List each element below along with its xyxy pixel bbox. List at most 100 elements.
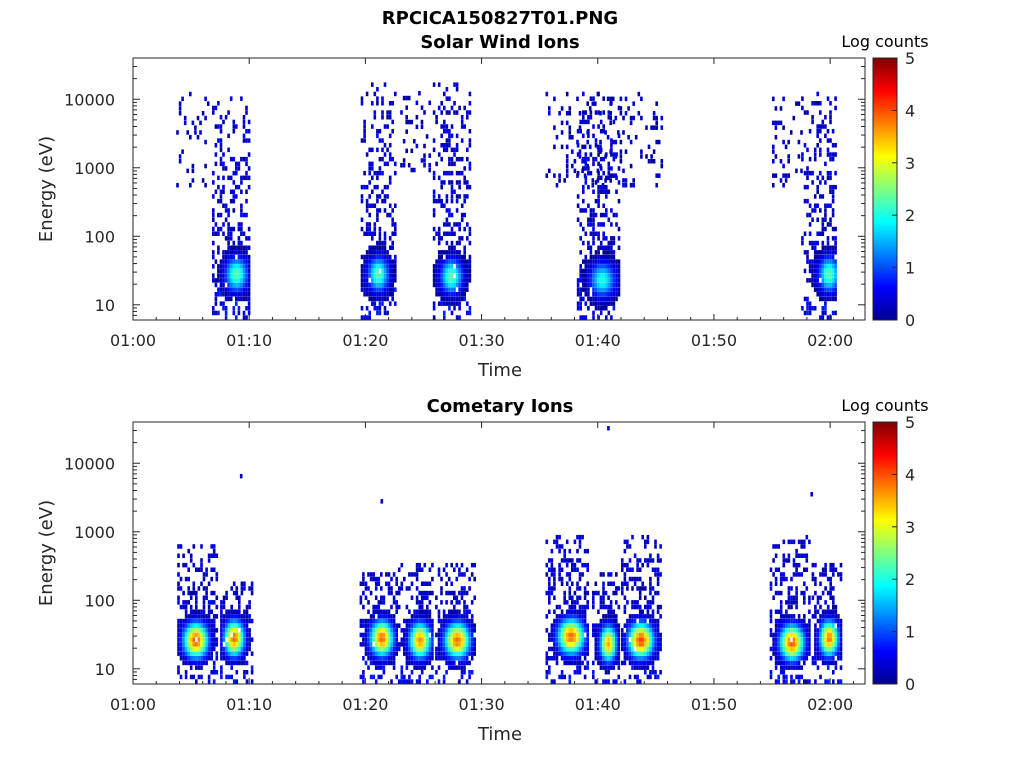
heatmap-cell: [212, 208, 215, 213]
heatmap-cell: [814, 562, 817, 568]
heatmap-cell: [576, 567, 579, 572]
heatmap-cell: [415, 600, 419, 605]
heatmap-cell: [565, 159, 569, 164]
heatmap-cell: [568, 106, 572, 111]
heatmap-cell: [245, 315, 248, 320]
heatmap-cell: [445, 287, 449, 292]
heatmap-cell: [240, 660, 244, 666]
heatmap-cell: [779, 600, 783, 605]
heatmap-cell: [576, 203, 580, 208]
heatmap-cell: [837, 679, 840, 684]
heatmap-cell: [197, 637, 201, 642]
heatmap-cell: [814, 628, 817, 633]
heatmap-cell: [463, 586, 466, 591]
heatmap-cell: [821, 660, 825, 666]
heatmap-cell: [402, 95, 406, 101]
heatmap-cell: [455, 133, 459, 139]
heatmap-cell: [604, 656, 608, 661]
heatmap-cell: [225, 595, 228, 600]
heatmap-cell: [184, 632, 188, 638]
heatmap-cell: [545, 539, 549, 545]
heatmap-cell: [250, 618, 254, 624]
heatmap-cell: [189, 651, 193, 656]
heatmap-cell: [468, 240, 472, 246]
heatmap-cell: [545, 173, 549, 178]
heatmap-cell: [831, 129, 835, 134]
heatmap-cell: [382, 670, 386, 675]
heatmap-cell: [460, 674, 464, 680]
heatmap-cell: [545, 91, 549, 97]
heatmap-cell: [386, 310, 389, 316]
heatmap-cell: [378, 129, 382, 134]
heatmap-cell: [633, 623, 637, 628]
heatmap-cell: [205, 572, 208, 577]
heatmap-cell: [418, 618, 421, 624]
heatmap-cell: [371, 278, 374, 283]
heatmap-cell: [408, 651, 411, 656]
heatmap-cell: [548, 670, 551, 675]
heatmap-cell: [641, 660, 644, 666]
heatmap-cell: [395, 604, 398, 610]
heatmap-cell: [177, 637, 180, 642]
heatmap-cell: [448, 296, 451, 302]
heatmap-cell: [631, 586, 634, 591]
heatmap-cell: [573, 660, 577, 666]
heatmap-cell: [637, 111, 641, 116]
heatmap-cell: [415, 609, 419, 614]
heatmap-cell: [803, 250, 807, 255]
heatmap-cell: [819, 614, 822, 619]
heatmap-cell: [550, 656, 554, 661]
heatmap-cell: [415, 646, 419, 652]
heatmap-cell: [792, 572, 796, 577]
heatmap-cell: [407, 163, 411, 168]
heatmap-cell: [604, 646, 608, 652]
heatmap-cell: [460, 562, 464, 568]
heatmap-cell: [803, 110, 807, 115]
heatmap-cell: [245, 637, 249, 642]
heatmap-cell: [638, 665, 642, 670]
heatmap-cell: [465, 646, 469, 652]
heatmap-cell: [212, 632, 216, 638]
heatmap-cell: [826, 646, 830, 652]
heatmap-cell: [232, 618, 236, 624]
heatmap-cell: [797, 646, 801, 652]
heatmap-cell: [594, 143, 598, 148]
heatmap-cell: [782, 614, 786, 619]
heatmap-cell: [189, 623, 193, 628]
heatmap-cell: [568, 637, 572, 642]
heatmap-cell: [586, 139, 589, 145]
heatmap-cell: [418, 609, 421, 614]
heatmap-cell: [573, 590, 577, 596]
heatmap-cell: [660, 125, 664, 130]
heatmap-cell: [184, 628, 188, 633]
heatmap-cell: [407, 95, 411, 101]
heatmap-cell: [641, 637, 644, 642]
heatmap-cell: [210, 618, 213, 624]
heatmap-cell: [779, 628, 783, 633]
heatmap-cell: [202, 600, 206, 605]
heatmap-cell: [779, 646, 783, 652]
heatmap-cell: [583, 623, 587, 628]
heatmap-cell: [423, 595, 427, 600]
heatmap-cell: [445, 562, 448, 568]
heatmap-cell: [805, 558, 809, 563]
heatmap-cell: [816, 184, 819, 190]
heatmap-cell: [623, 604, 627, 610]
heatmap-cell: [811, 264, 814, 269]
heatmap-cell: [571, 558, 574, 563]
heatmap-cell: [371, 296, 374, 302]
heatmap-cell: [369, 646, 373, 652]
heatmap-cell: [782, 665, 786, 670]
heatmap-cell: [378, 208, 382, 213]
heatmap-cell: [468, 628, 471, 633]
heatmap-cell: [418, 614, 421, 619]
heatmap-cell: [235, 259, 238, 264]
heatmap-cell: [364, 628, 368, 633]
heatmap-cell: [811, 595, 815, 600]
heatmap-cell: [420, 614, 424, 619]
heatmap-cell: [448, 287, 451, 292]
heatmap-cell: [628, 576, 632, 582]
heatmap-cell: [582, 133, 585, 139]
heatmap-cell: [232, 240, 236, 246]
heatmap-cell: [468, 632, 471, 638]
